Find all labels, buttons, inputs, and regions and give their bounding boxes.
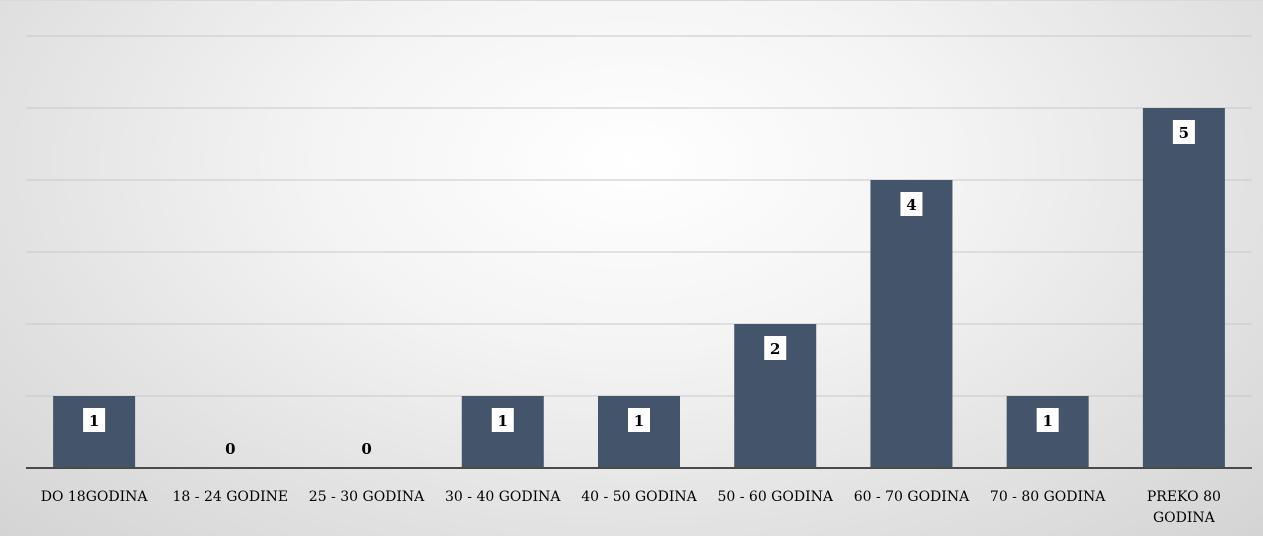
category-label: PREKO 80 GODINA (1147, 489, 1221, 526)
category-label: 70 - 80 GODINA (990, 489, 1106, 505)
data-label-box (764, 336, 787, 360)
data-label-text: 1 (1042, 412, 1052, 430)
data-label-text: 1 (634, 412, 644, 430)
data-label: 1 (628, 408, 650, 432)
data-label-text: 1 (498, 412, 508, 430)
data-label-text: 1 (89, 412, 99, 430)
bar (1142, 108, 1225, 468)
data-label-box (491, 408, 514, 432)
data-label: 1 (83, 408, 106, 432)
category-label: 40 - 50 GODINA (581, 489, 697, 505)
data-label-text: 5 (1179, 124, 1189, 142)
data-label-box (900, 192, 923, 216)
data-label-text: 2 (770, 340, 780, 358)
gridlines (26, 35, 1252, 397)
data-label: 4 (900, 192, 923, 216)
data-label-text: 0 (361, 440, 371, 458)
category-label: 30 - 40 GODINA (445, 489, 561, 505)
category-label: 18 - 24 GODINE (173, 489, 289, 505)
category-label: 50 - 60 GODINA (717, 489, 833, 505)
data-label-box (1036, 408, 1059, 432)
data-label-box (1172, 120, 1195, 144)
data-label: 1 (491, 408, 514, 432)
data-label-text: 0 (225, 440, 235, 458)
data-label: 2 (764, 336, 787, 360)
category-label: 60 - 70 GODINA (854, 489, 970, 505)
data-label-box (83, 408, 106, 432)
data-label: 0 (361, 440, 371, 458)
data-label: 0 (225, 440, 235, 458)
data-label-box (628, 408, 650, 432)
data-label: 1 (1036, 408, 1059, 432)
category-labels: DO 18GODINA 18 - 24 GODINE 25 - 30 GODINA 3… (41, 489, 1221, 526)
data-label: 5 (1172, 120, 1195, 144)
bar (870, 180, 953, 468)
category-label: 25 - 30 GODINA (309, 489, 425, 505)
data-labels: 1 0 0 1 1 2 4 1 5 (83, 120, 1195, 458)
category-label: DO 18GODINA (41, 489, 149, 505)
data-label-text: 4 (906, 196, 916, 214)
